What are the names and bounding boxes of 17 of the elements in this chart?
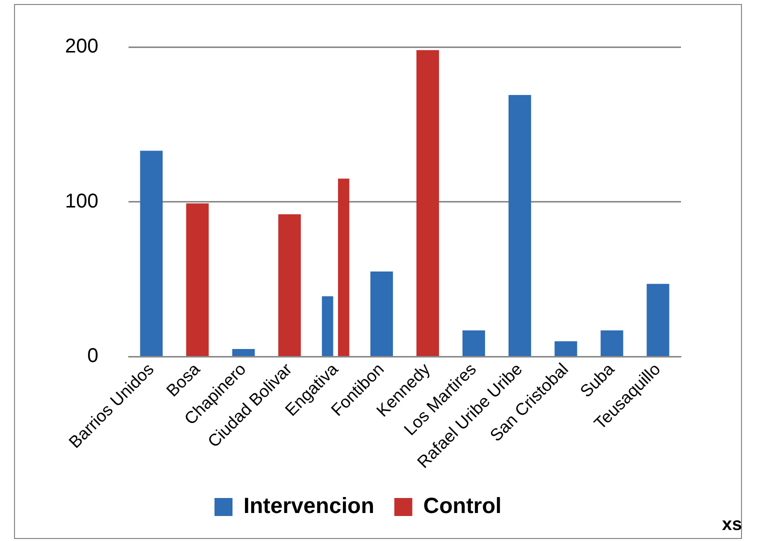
y-tick-label: 100 bbox=[64, 190, 98, 212]
bar bbox=[232, 348, 255, 356]
text: xs bbox=[722, 514, 742, 535]
bar bbox=[508, 95, 532, 356]
bar bbox=[186, 203, 209, 356]
bar bbox=[646, 284, 670, 356]
legend-label: Intervencion bbox=[243, 493, 374, 518]
bar bbox=[462, 330, 486, 356]
y-tick-label: 0 bbox=[87, 345, 98, 368]
bar bbox=[416, 50, 439, 356]
bar bbox=[600, 330, 624, 356]
y-tick-label: 200 bbox=[64, 36, 98, 58]
bar bbox=[554, 341, 578, 356]
legend-label: Control bbox=[423, 493, 502, 518]
bar bbox=[370, 272, 393, 356]
bar bbox=[278, 214, 301, 356]
bar bbox=[140, 150, 163, 356]
